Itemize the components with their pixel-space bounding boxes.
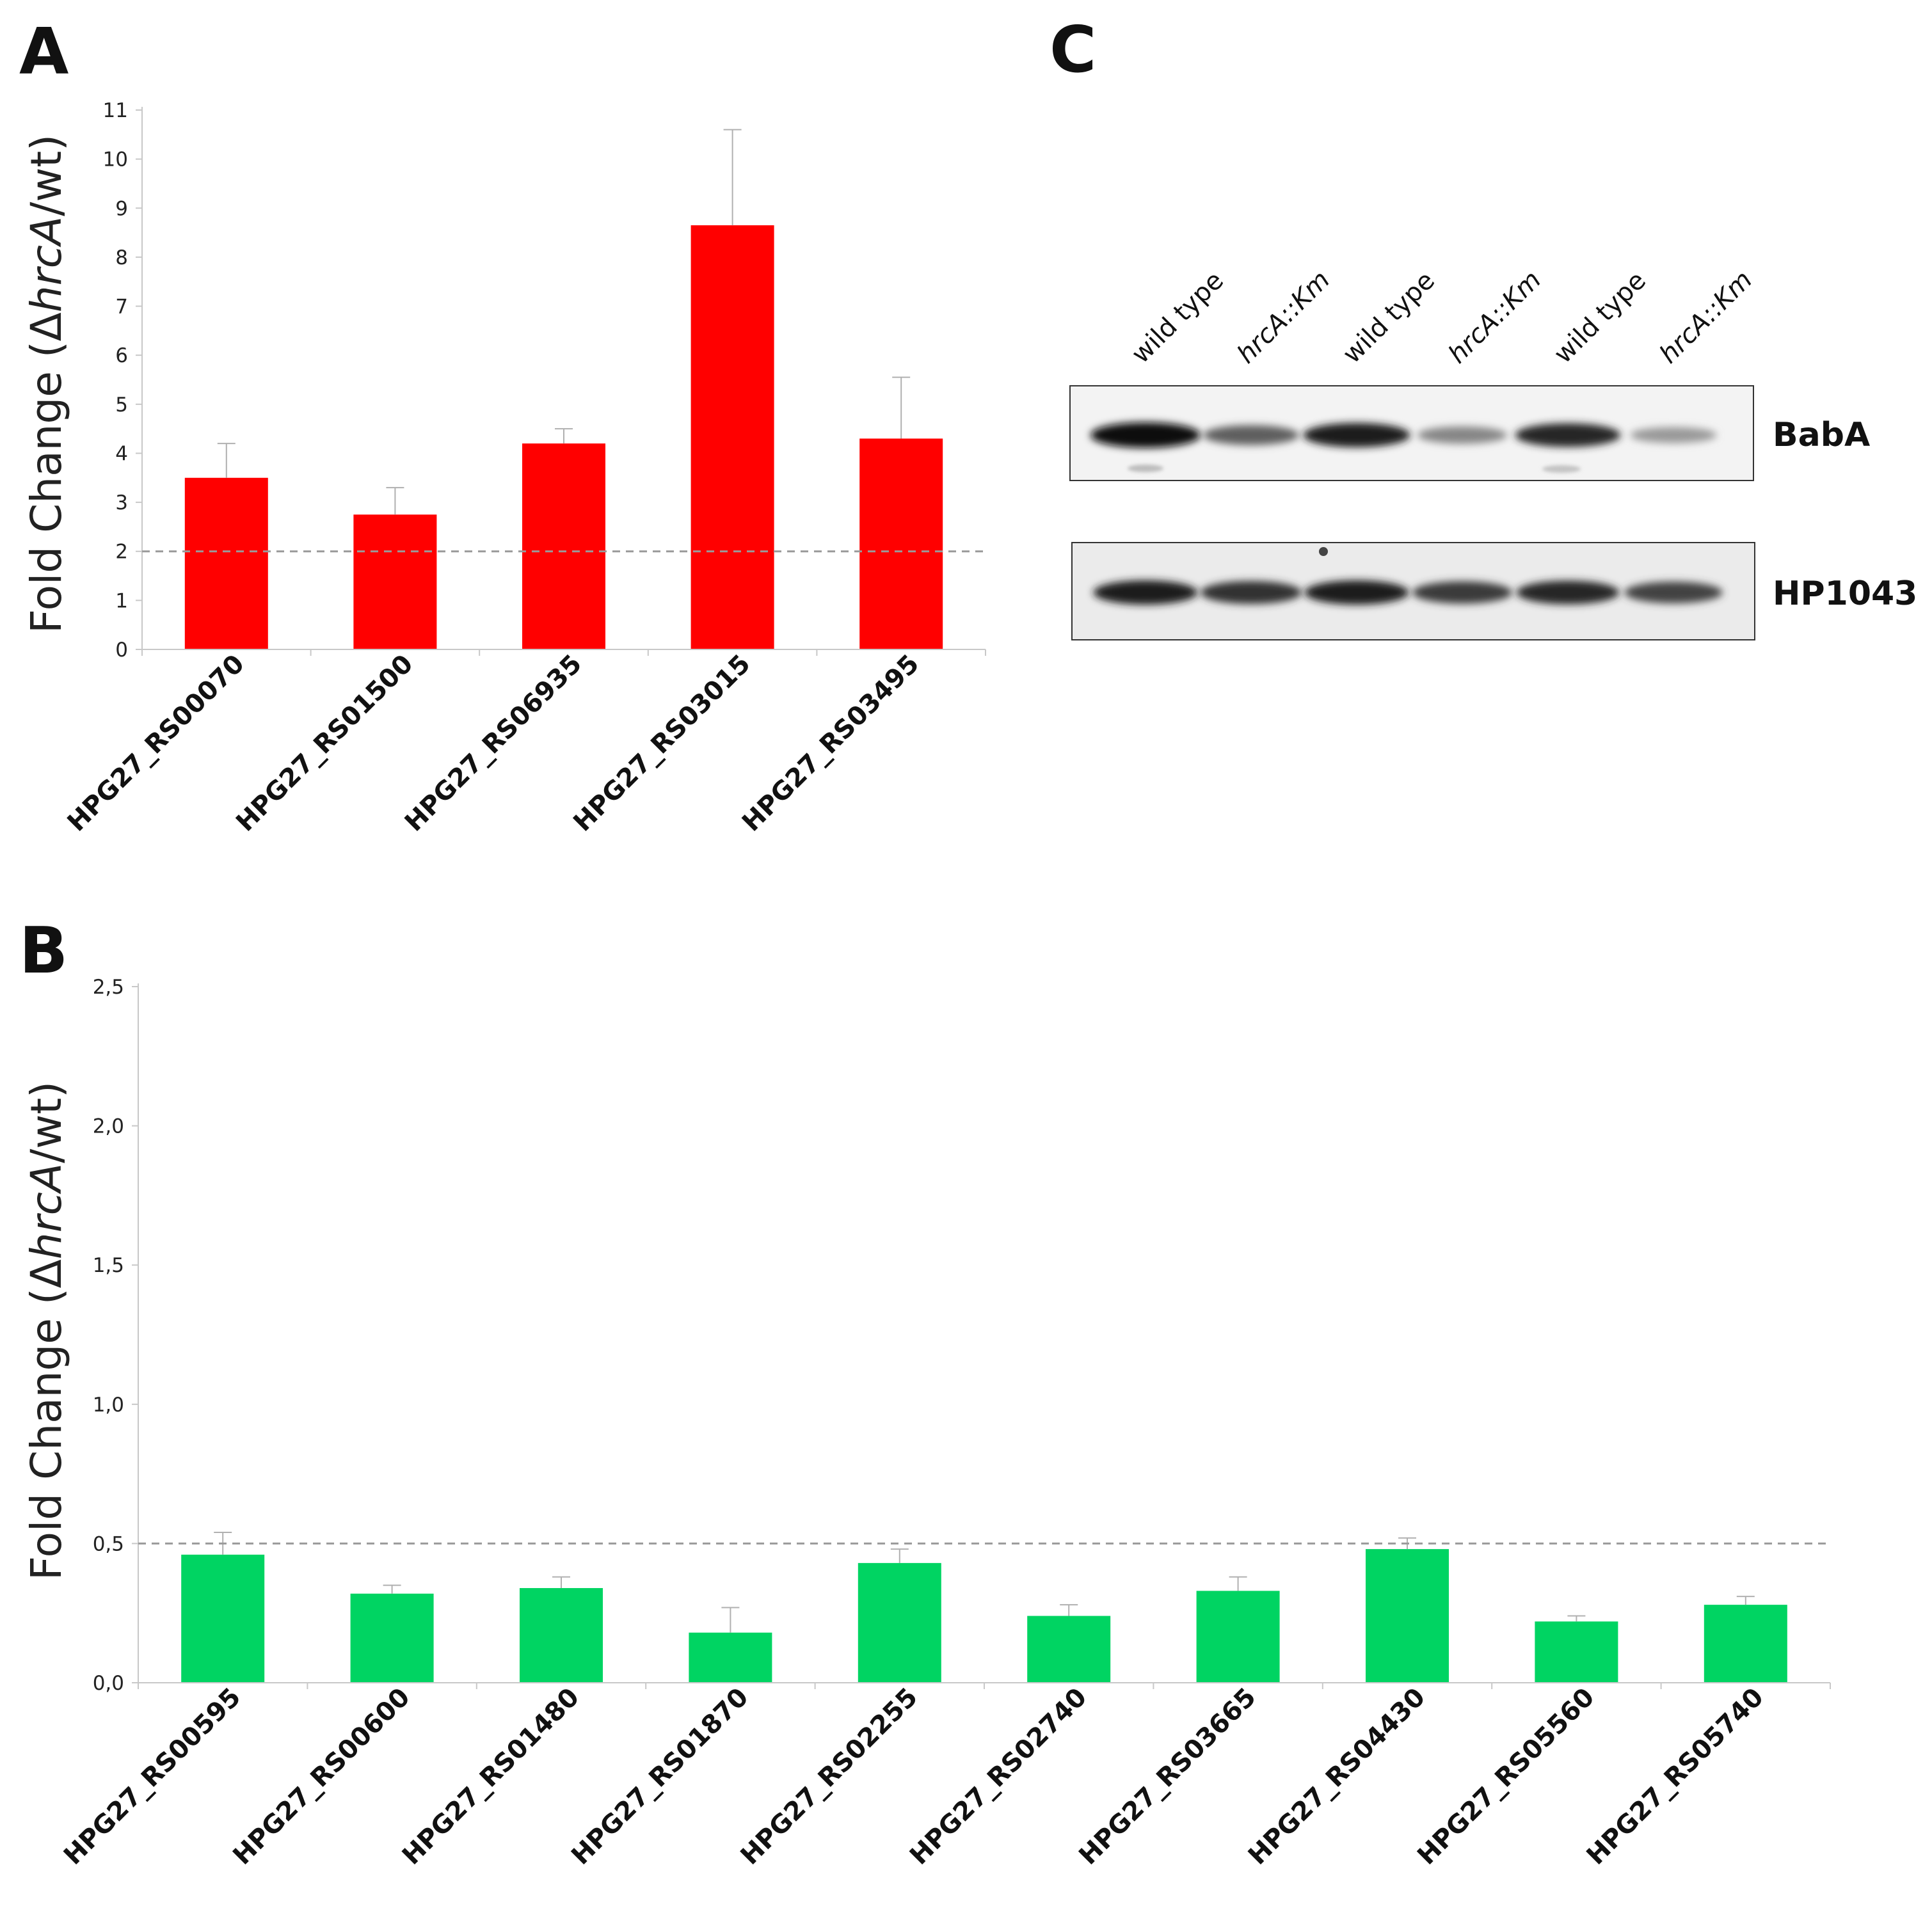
- y-tick-label: 1,5: [93, 1254, 124, 1277]
- blot-band: [1093, 580, 1198, 605]
- bar: [1027, 1616, 1111, 1683]
- x-category-label: HPG27_RS00600: [227, 1683, 415, 1871]
- blot-band: [1417, 426, 1508, 444]
- bar: [350, 1593, 434, 1683]
- lane-label: hrcA::Km: [1443, 265, 1547, 369]
- y-axis-label-b-prefix: Fold Change (Δ: [22, 1259, 71, 1580]
- y-tick-label: 11: [103, 99, 128, 122]
- bar: [522, 443, 605, 649]
- y-axis-label-b-suffix: /wt): [22, 1081, 71, 1163]
- bar: [1704, 1605, 1787, 1683]
- y-tick-label: 0: [115, 639, 128, 662]
- y-axis-label-a: Fold Change (ΔhrcA/wt): [22, 134, 71, 633]
- blot-band: [1202, 425, 1300, 445]
- blot-band: [1304, 580, 1409, 605]
- x-category-label: HPG27_RS03015: [568, 649, 756, 838]
- lane-label: hrcA::Km: [1654, 265, 1759, 369]
- y-tick-label: 2,5: [93, 976, 124, 999]
- x-category-label: HPG27_RS04430: [1243, 1683, 1431, 1871]
- bar: [353, 514, 437, 649]
- bar: [184, 477, 268, 649]
- x-category-label: HPG27_RS00070: [62, 649, 250, 838]
- x-category-label: HPG27_RS01500: [230, 649, 419, 838]
- blot-artifact: [1128, 465, 1163, 472]
- x-category-label: HPG27_RS00595: [58, 1683, 246, 1871]
- bar: [691, 225, 774, 649]
- x-category-label: HPG27_RS01480: [397, 1683, 585, 1871]
- x-category-label: HPG27_RS02255: [735, 1683, 923, 1871]
- bar: [1535, 1621, 1618, 1683]
- x-category-label: HPG27_RS06935: [399, 649, 587, 838]
- y-axis-label-b-italic: hrcA: [22, 1163, 71, 1259]
- blot-band: [1516, 580, 1620, 605]
- x-category-label: HPG27_RS05740: [1581, 1683, 1769, 1871]
- y-tick-label: 10: [103, 148, 128, 171]
- panel-label-a: A: [19, 14, 68, 89]
- band-label-baba: BabA: [1773, 416, 1870, 454]
- y-tick-label: 1,0: [93, 1394, 124, 1417]
- blot-band: [1200, 581, 1302, 604]
- y-axis-label-a-suffix: /wt): [22, 134, 71, 216]
- y-tick-label: 6: [115, 344, 128, 367]
- lane-label: wild type: [1126, 266, 1230, 370]
- y-tick-label: 5: [115, 393, 128, 417]
- bar: [858, 1562, 941, 1683]
- x-category-label: HPG27_RS03665: [1073, 1683, 1261, 1871]
- chart-b: Fold Change (ΔhrcA/wt) 0,0 0,5 1,0 1,5 2,0 2,…: [22, 976, 1831, 1871]
- y-tick-label: 0,0: [93, 1672, 124, 1695]
- lane-label: wild type: [1337, 266, 1441, 370]
- y-tick-label: 0,5: [93, 1532, 124, 1555]
- y-tick-label: 1: [115, 589, 128, 612]
- bar: [859, 438, 943, 649]
- blot-band: [1090, 422, 1201, 448]
- bar: [181, 1554, 265, 1683]
- y-axis-label-b: Fold Change (ΔhrcA/wt): [22, 1081, 71, 1580]
- panel-label-c: C: [1050, 12, 1096, 87]
- y-tick-label: 4: [115, 442, 128, 465]
- lane-label: hrcA::Km: [1232, 265, 1336, 369]
- blot-artifact: [1542, 465, 1581, 473]
- blot-band: [1412, 581, 1512, 604]
- bar: [520, 1588, 603, 1683]
- y-tick-label: 2: [115, 541, 128, 564]
- y-tick-label: 9: [115, 197, 128, 220]
- bar: [1196, 1591, 1280, 1683]
- western-blot: wild type hrcA::Km wild type hrcA::Km wild t…: [1069, 265, 1917, 640]
- blot-band: [1303, 423, 1410, 447]
- y-axis-label-a-italic: hrcA: [22, 216, 71, 312]
- blot-artifact: [1319, 547, 1328, 556]
- bar: [1366, 1549, 1449, 1683]
- lane-label: wild type: [1549, 266, 1652, 370]
- y-axis-label-a-prefix: Fold Change (Δ: [22, 312, 71, 633]
- blot-band: [1624, 582, 1723, 603]
- x-category-label: HPG27_RS02740: [904, 1683, 1092, 1871]
- y-tick-label: 8: [115, 246, 128, 269]
- y-tick-label: 7: [115, 296, 128, 319]
- blot-band: [1630, 427, 1717, 443]
- chart-a: Fold Change (ΔhrcA/wt) 0 1 2 3 4 5 6 7 8 9 10 11 HP…: [22, 99, 986, 838]
- x-category-label: HPG27_RS03495: [737, 649, 925, 838]
- panel-label-b: B: [19, 913, 68, 988]
- x-category-label: HPG27_RS05560: [1412, 1683, 1600, 1871]
- y-tick-label: 3: [115, 491, 128, 514]
- y-tick-label: 2,0: [93, 1115, 124, 1138]
- blot-band: [1515, 423, 1621, 447]
- x-category-label: HPG27_RS01870: [566, 1683, 754, 1871]
- bar: [689, 1632, 772, 1683]
- band-label-hp1043: HP1043: [1773, 575, 1917, 613]
